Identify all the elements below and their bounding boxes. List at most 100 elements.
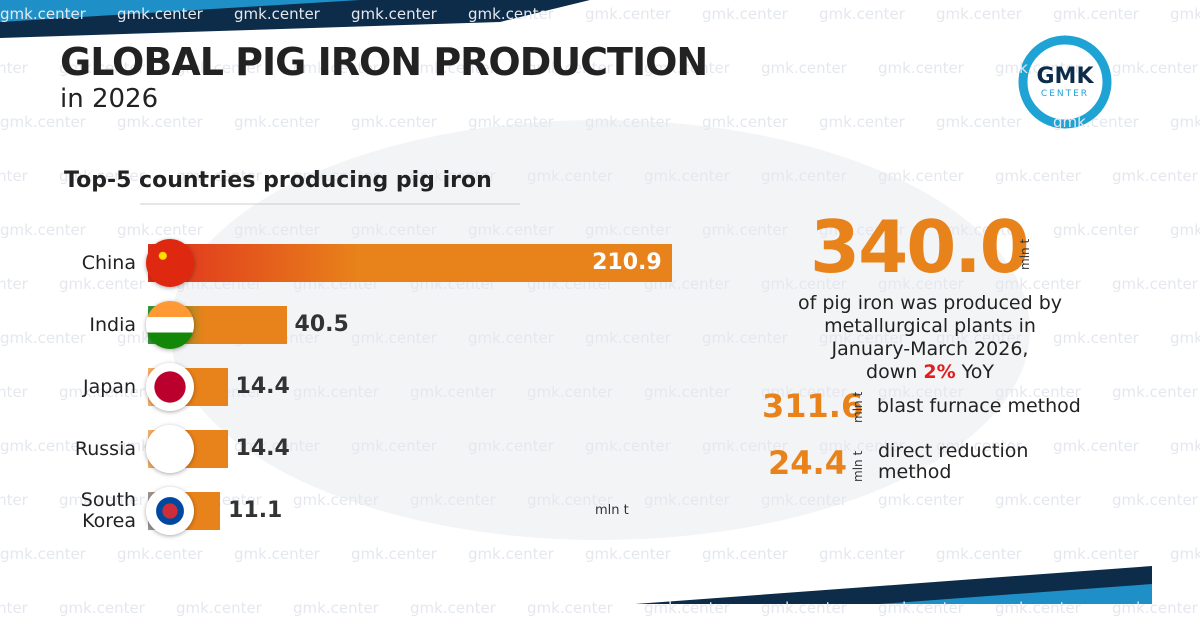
total-value: 340.0 xyxy=(810,205,1030,289)
watermark: gmk.center xyxy=(819,5,905,23)
watermark: gmk.center xyxy=(702,437,788,455)
watermark: gmk.center xyxy=(293,599,379,617)
watermark: gmk.center xyxy=(0,491,28,509)
watermark: gmk.center xyxy=(1170,221,1200,239)
method-value: 24.4 xyxy=(768,444,847,482)
unit-label: mln t xyxy=(595,503,629,518)
watermark: gmk.center xyxy=(468,437,554,455)
watermark: gmk.center xyxy=(819,221,905,239)
watermark: gmk.center xyxy=(878,167,964,185)
watermark: gmk.center xyxy=(761,275,847,293)
watermark: gmk.center xyxy=(234,437,320,455)
watermark: gmk.center xyxy=(585,545,671,563)
watermark: gmk.center xyxy=(1170,329,1200,347)
watermark: gmk.center xyxy=(878,275,964,293)
flag xyxy=(146,425,194,473)
watermark: gmk.center xyxy=(351,5,437,23)
watermark: gmk.center xyxy=(293,491,379,509)
watermark: gmk.center xyxy=(234,545,320,563)
watermark: gmk.center xyxy=(117,5,203,23)
watermark: gmk.center xyxy=(351,545,437,563)
logo-text: GMK xyxy=(1036,64,1094,89)
watermark: gmk.center xyxy=(702,5,788,23)
watermark: gmk.center xyxy=(468,113,554,131)
watermark: gmk.center xyxy=(0,329,86,347)
watermark: gmk.center xyxy=(761,383,847,401)
watermark: gmk.center xyxy=(410,491,496,509)
watermark: gmk.center xyxy=(0,545,86,563)
watermark: gmk.center xyxy=(59,599,145,617)
watermark: gmk.center xyxy=(585,329,671,347)
watermark: gmk.center xyxy=(0,221,86,239)
watermark: gmk.center xyxy=(0,437,86,455)
watermark: gmk.center xyxy=(702,113,788,131)
watermark: gmk.center xyxy=(1053,545,1139,563)
watermark: gmk.center xyxy=(702,545,788,563)
watermark: gmk.center xyxy=(527,383,613,401)
watermark: gmk.center xyxy=(936,5,1022,23)
watermark: gmk.center xyxy=(117,545,203,563)
watermark: gmk.center xyxy=(234,221,320,239)
watermark: gmk.center xyxy=(819,437,905,455)
change-text: YoY xyxy=(961,361,994,383)
category-label: Japan xyxy=(83,375,136,398)
watermark: gmk.center xyxy=(995,383,1081,401)
watermark: gmk.center xyxy=(995,275,1081,293)
watermark: gmk.center xyxy=(761,167,847,185)
watermark: gmk.center xyxy=(644,491,730,509)
watermark: gmk.center xyxy=(585,113,671,131)
watermark: gmk.center xyxy=(585,437,671,455)
watermark: gmk.center xyxy=(410,599,496,617)
logo-subtext: CENTER xyxy=(1040,89,1090,99)
subtitle: in 2026 xyxy=(60,84,159,114)
watermark: gmk.center xyxy=(1112,275,1198,293)
watermark: gmk.center xyxy=(0,383,28,401)
watermark: gmk.center xyxy=(1170,437,1200,455)
watermark: gmk.center xyxy=(59,59,145,77)
watermark: gmk.center xyxy=(1053,5,1139,23)
watermark: gmk.center xyxy=(0,113,86,131)
description-line: January-March 2026, xyxy=(831,338,1029,360)
watermark: gmk.center xyxy=(878,599,964,617)
watermark: gmk.center xyxy=(351,113,437,131)
watermark: gmk.center xyxy=(1053,437,1139,455)
watermark: gmk.center xyxy=(1112,59,1198,77)
watermark: gmk.center xyxy=(1112,167,1198,185)
watermark: gmk.center xyxy=(0,167,28,185)
watermark: gmk.center xyxy=(0,59,28,77)
watermark: gmk.center xyxy=(936,329,1022,347)
watermark: gmk.center xyxy=(234,113,320,131)
watermark: gmk.center xyxy=(702,221,788,239)
watermark: gmk.center xyxy=(59,167,145,185)
watermark: gmk.center xyxy=(995,167,1081,185)
watermark: gmk.center xyxy=(644,59,730,77)
title: GLOBAL PIG IRON PRODUCTION xyxy=(60,40,708,84)
category-label: China xyxy=(81,251,136,274)
watermark: gmk.center xyxy=(351,437,437,455)
watermark: gmk.center xyxy=(1170,113,1200,131)
bar xyxy=(148,244,672,282)
watermark: gmk.center xyxy=(293,167,379,185)
watermark: gmk.center xyxy=(293,383,379,401)
watermark: gmk.center xyxy=(585,221,671,239)
description: of pig iron was produced by metallurgical… xyxy=(770,292,1090,384)
watermark: gmk.center xyxy=(819,545,905,563)
watermark: gmk.center xyxy=(644,167,730,185)
flag xyxy=(146,301,194,349)
value-label: 11.1 xyxy=(228,498,283,523)
watermark: gmk.center xyxy=(702,329,788,347)
watermark: gmk.center xyxy=(410,383,496,401)
watermark: gmk.center xyxy=(936,545,1022,563)
watermark: gmk.center xyxy=(995,491,1081,509)
watermark: gmk.center xyxy=(0,5,86,23)
watermark: gmk.center xyxy=(468,329,554,347)
watermark: gmk.center xyxy=(761,59,847,77)
watermark: gmk.center xyxy=(819,329,905,347)
watermark: gmk.center xyxy=(585,5,671,23)
watermark: gmk.center xyxy=(1112,491,1198,509)
value-label: 210.9 xyxy=(592,250,662,275)
total-unit: mln t xyxy=(1018,238,1032,270)
value-label: 14.4 xyxy=(235,436,290,461)
